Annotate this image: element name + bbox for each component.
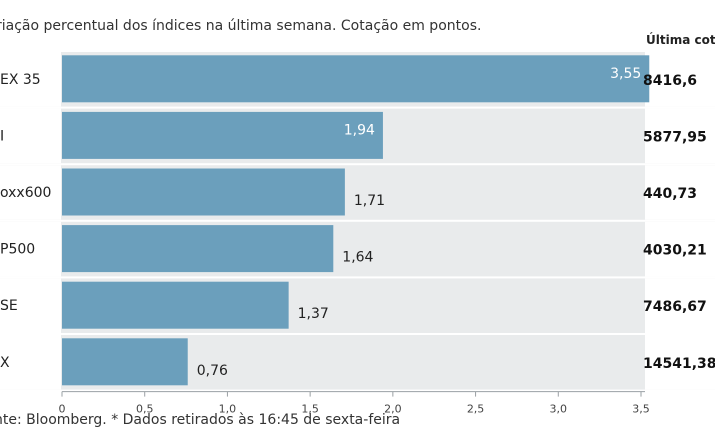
x-tick-label: 3,5	[632, 403, 650, 416]
x-tick-label: 2,0	[384, 403, 402, 416]
row-label-cell	[0, 221, 61, 277]
data-label: 0,76	[197, 363, 228, 379]
last-quote-value: 5877,95	[643, 129, 707, 145]
row-quote-cell	[645, 108, 715, 164]
category-label: P500	[0, 242, 35, 258]
data-label: 1,64	[342, 250, 373, 266]
bar	[62, 225, 334, 273]
x-tick-label: 3,0	[550, 403, 568, 416]
row-quote-cell	[645, 52, 715, 107]
category-label: EX 35	[0, 72, 41, 88]
category-label: I	[0, 128, 4, 144]
row-label-cell	[0, 108, 61, 164]
bar	[62, 55, 650, 103]
bar	[62, 111, 383, 159]
row-quote-cell	[645, 221, 715, 277]
data-label: 3,55	[610, 66, 641, 82]
last-quote-value: 7486,67	[643, 299, 707, 315]
last-quote-column-header: Última cotaç	[646, 33, 715, 47]
last-quote-value: 440,73	[643, 186, 697, 202]
last-quote-value: 8416,6	[643, 73, 697, 89]
last-quote-value: 4030,21	[643, 243, 707, 259]
last-quote-value: 14541,38	[643, 356, 715, 372]
chart-subtitle: riação percentual dos índices na última …	[0, 18, 482, 34]
x-tick-label: 1,5	[301, 403, 319, 416]
row-quote-cell	[645, 335, 715, 390]
bar	[62, 281, 289, 329]
row-quote-cell	[645, 165, 715, 220]
x-tick-label: 0	[59, 403, 66, 416]
bar	[62, 168, 345, 216]
row-label-cell	[0, 278, 61, 333]
row-label-cell	[0, 165, 61, 220]
category-label: X	[0, 355, 10, 371]
row-quote-cell	[645, 278, 715, 333]
category-label: SE	[0, 298, 18, 314]
row-label-cell	[0, 52, 61, 107]
bar	[62, 338, 188, 386]
data-label: 1,37	[298, 306, 329, 322]
x-tick-label: 0,5	[136, 403, 154, 416]
data-label: 1,94	[344, 122, 375, 138]
x-tick-label: 2,5	[467, 403, 485, 416]
x-tick-label: 1,0	[219, 403, 237, 416]
data-label: 1,71	[354, 193, 385, 209]
row-label-cell	[0, 335, 61, 390]
category-label: oxx600	[0, 185, 51, 201]
source-note: nte: Bloomberg. * Dados retirados às 16:…	[0, 412, 401, 428]
